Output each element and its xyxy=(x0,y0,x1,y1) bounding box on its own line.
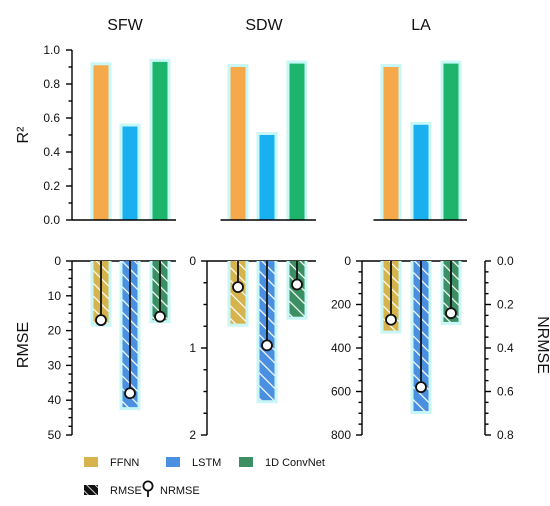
nrmse-y-tick-label: 0.2 xyxy=(497,298,514,312)
legend-swatch-convnet xyxy=(239,457,253,467)
rmse-y-tick-label: 40 xyxy=(48,393,62,407)
rmse-y-tick-label: 30 xyxy=(48,358,62,372)
y-axis-label-r2: R² xyxy=(15,126,32,144)
r2-y-tick-label: 0.0 xyxy=(43,213,60,227)
rmse-y-tick-label: 600 xyxy=(331,385,351,399)
rmse-y-tick-label: 400 xyxy=(331,341,351,355)
r2-bar-sdw-lstm xyxy=(259,135,275,220)
r2-bar-sdw-1d-convnet xyxy=(289,63,305,220)
rmse-y-tick-label: 0 xyxy=(189,254,196,268)
rmse-y-tick-label: 20 xyxy=(48,324,62,338)
rmse-y-tick-label: 2 xyxy=(189,428,196,442)
nrmse-y-tick-label: 0.4 xyxy=(497,341,514,355)
r2-y-tick-label: 0.6 xyxy=(43,111,60,125)
legend: FFNN LSTM 1D ConvNet RMSE NRMSE xyxy=(84,457,325,497)
nrmse-marker-2-ffnn xyxy=(385,313,397,326)
rmse-y-tick-label: 800 xyxy=(331,428,351,442)
r2-bar-sfw-1d-convnet xyxy=(152,61,168,221)
rmse-y-tick-label: 1 xyxy=(189,341,196,355)
nrmse-y-tick-label: 0.8 xyxy=(497,428,514,442)
y-axis-label-nrmse: NRMSE xyxy=(534,316,550,374)
legend-label-nrmse: NRMSE xyxy=(160,485,200,497)
legend-swatch-lstm xyxy=(166,457,180,467)
legend-swatch-ffnn xyxy=(84,457,98,467)
nrmse-y-tick-label: 0.6 xyxy=(497,385,514,399)
legend-label-convnet: 1D ConvNet xyxy=(265,457,325,469)
panel-title-sfw: SFW xyxy=(107,17,143,34)
r2-bar-sfw-lstm xyxy=(122,126,138,220)
r2-bar-sdw-ffnn xyxy=(230,67,246,220)
nrmse-marker-0-ffnn xyxy=(95,314,107,327)
nrmse-marker-1-lstm xyxy=(261,339,273,352)
nrmse-marker-2-lstm xyxy=(415,381,427,394)
r2-y-tick-label: 0.4 xyxy=(43,145,60,159)
r2-y-tick-label: 1.0 xyxy=(43,43,60,57)
r2-bar-la-lstm xyxy=(413,124,429,220)
legend-label-lstm: LSTM xyxy=(192,457,221,469)
rmse-y-tick-label: 200 xyxy=(331,298,351,312)
nrmse-marker-0-1d-convnet xyxy=(154,310,166,323)
rmse-y-tick-label: 10 xyxy=(48,289,62,303)
r2-bar-la-ffnn xyxy=(383,67,399,220)
legend-marker-nrmse xyxy=(142,480,154,497)
nrmse-y-tick-label: 0.0 xyxy=(497,254,514,268)
legend-label-ffnn: FFNN xyxy=(110,457,139,469)
rmse-y-tick-label: 50 xyxy=(48,428,62,442)
panel-title-sdw: SDW xyxy=(245,17,283,34)
rmse-y-tick-label: 0 xyxy=(54,254,61,268)
r2-y-tick-label: 0.2 xyxy=(43,179,60,193)
r2-bar-sfw-ffnn xyxy=(93,65,109,220)
nrmse-marker-1-ffnn xyxy=(232,281,244,294)
panel-title-la: LA xyxy=(411,17,431,34)
nrmse-marker-1-1d-convnet xyxy=(291,278,303,291)
legend-label-rmse: RMSE xyxy=(110,485,142,497)
r2-bar-la-1d-convnet xyxy=(443,63,459,220)
rmse-y-tick-label: 0 xyxy=(344,254,351,268)
bottom-panels: 0102030405001202004006008000.00.20.40.60… xyxy=(48,254,514,442)
top-panels: 0.0 0.2 0.4 0.6 0.8 1.0 xyxy=(43,43,467,227)
nrmse-marker-0-lstm xyxy=(124,387,136,400)
nrmse-marker-2-1d-convnet xyxy=(445,307,457,320)
legend-swatch-rmse xyxy=(84,485,98,495)
y-axis-label-rmse: RMSE xyxy=(15,322,32,368)
r2-y-tick-label: 0.8 xyxy=(43,77,60,91)
